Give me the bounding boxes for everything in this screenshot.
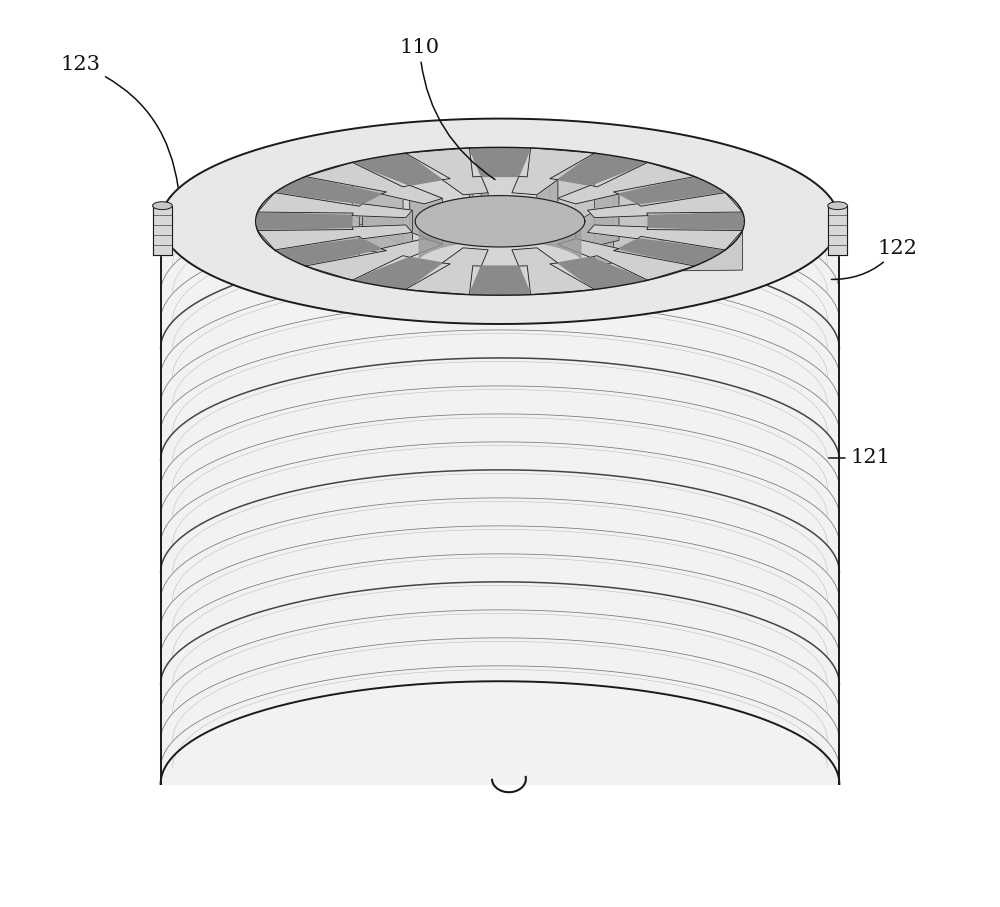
Polygon shape — [419, 196, 581, 258]
Polygon shape — [275, 192, 359, 264]
Polygon shape — [305, 162, 443, 204]
Ellipse shape — [828, 201, 847, 210]
Polygon shape — [619, 239, 725, 266]
Polygon shape — [576, 194, 619, 250]
Text: 110: 110 — [400, 37, 495, 180]
Polygon shape — [305, 239, 443, 280]
Polygon shape — [352, 162, 403, 245]
Text: 122: 122 — [831, 239, 917, 279]
Polygon shape — [558, 153, 648, 185]
Polygon shape — [153, 206, 172, 255]
Polygon shape — [537, 180, 558, 241]
Polygon shape — [405, 148, 488, 195]
Polygon shape — [258, 192, 412, 218]
Polygon shape — [256, 147, 744, 296]
Polygon shape — [648, 212, 742, 230]
Polygon shape — [557, 162, 695, 204]
Polygon shape — [614, 177, 695, 250]
Text: 123: 123 — [60, 55, 178, 187]
Polygon shape — [161, 221, 839, 784]
Ellipse shape — [153, 201, 172, 210]
Polygon shape — [469, 148, 531, 177]
Polygon shape — [275, 177, 381, 204]
Text: 121: 121 — [829, 448, 891, 467]
Polygon shape — [512, 248, 595, 295]
Polygon shape — [258, 225, 412, 250]
Polygon shape — [512, 148, 595, 195]
Polygon shape — [352, 153, 442, 185]
Polygon shape — [550, 153, 595, 237]
Polygon shape — [469, 266, 531, 295]
Polygon shape — [619, 177, 725, 204]
Polygon shape — [481, 177, 488, 239]
Polygon shape — [352, 258, 442, 289]
Polygon shape — [161, 119, 839, 324]
Polygon shape — [647, 212, 742, 271]
Polygon shape — [558, 258, 648, 289]
Polygon shape — [415, 196, 585, 247]
Polygon shape — [410, 185, 443, 245]
Polygon shape — [588, 192, 742, 218]
Polygon shape — [405, 248, 488, 295]
Polygon shape — [258, 212, 352, 230]
Polygon shape — [362, 204, 412, 257]
Polygon shape — [275, 239, 381, 266]
Polygon shape — [588, 225, 742, 250]
Polygon shape — [557, 239, 695, 280]
Polygon shape — [594, 216, 648, 264]
Polygon shape — [469, 148, 473, 235]
Polygon shape — [828, 206, 847, 255]
